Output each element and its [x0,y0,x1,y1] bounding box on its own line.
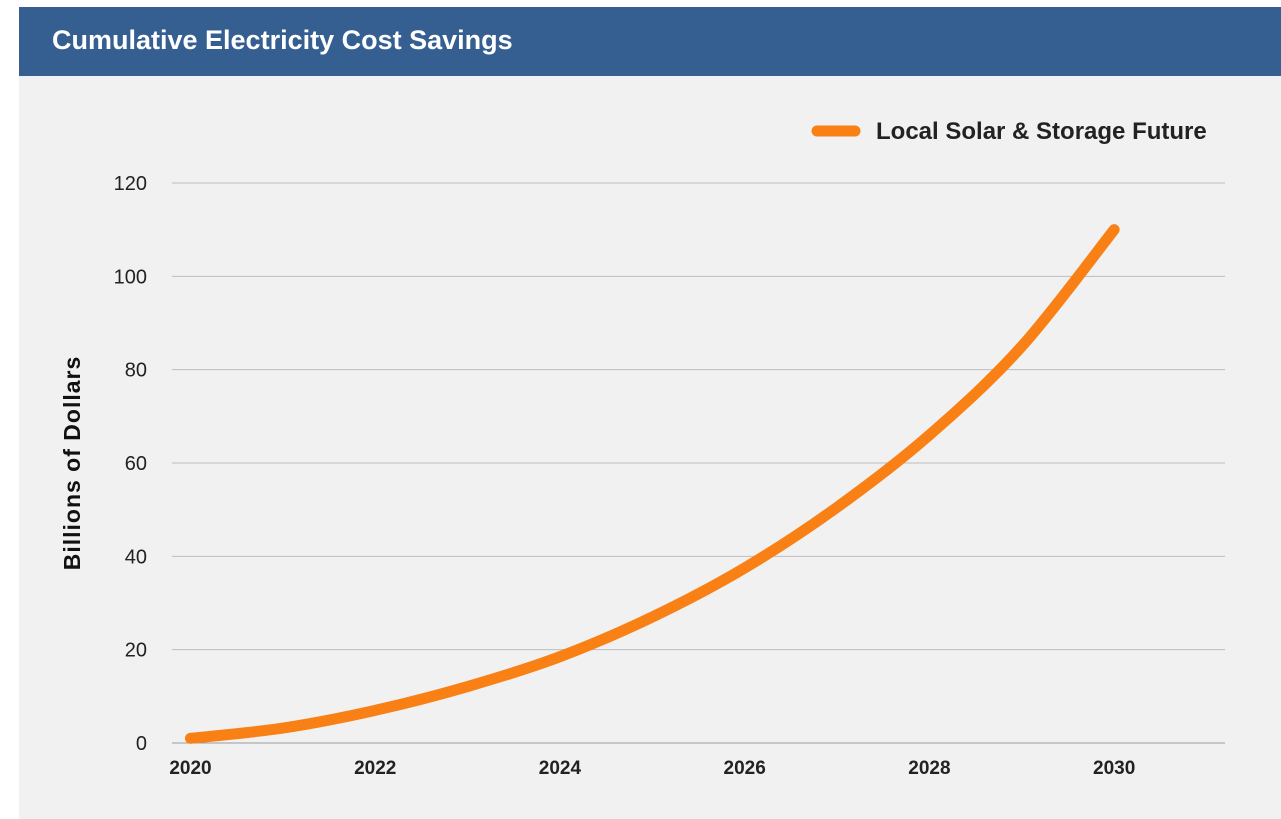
y-tick-label: 60 [125,453,147,475]
y-tick-label: 100 [114,266,147,288]
y-tick-label: 20 [125,640,147,662]
x-tick-label: 2022 [354,758,396,779]
y-tick-label: 0 [136,733,147,755]
chart-header: Cumulative Electricity Cost Savings [19,7,1281,76]
y-tick-label: 40 [125,546,147,568]
x-tick-label: 2020 [169,758,211,779]
y-tick-label: 120 [114,173,147,195]
x-tick-label: 2030 [1093,758,1135,779]
y-tick-label: 80 [125,360,147,382]
x-tick-label: 2028 [908,758,950,779]
x-tick-label: 2026 [724,758,766,779]
legend-label: Local Solar & Storage Future [876,118,1207,145]
chart-title: Cumulative Electricity Cost Savings [52,25,513,55]
y-axis-label: Billions of Dollars [59,356,85,571]
chart-panel: Cumulative Electricity Cost Savings 0 20 4… [19,7,1281,819]
x-tick-label: 2024 [539,758,582,779]
line-chart: 0 20 40 60 80 100 120 2020 2022 2024 2026 2028 2030 B… [59,118,1225,779]
series-line-0 [184,224,1120,744]
